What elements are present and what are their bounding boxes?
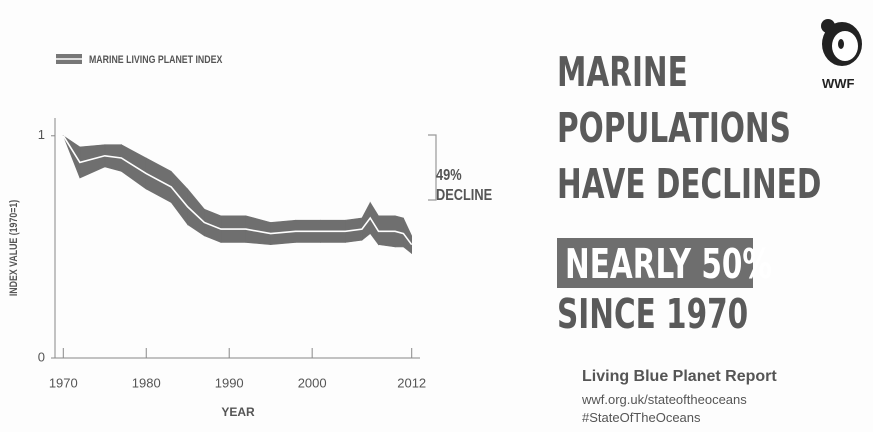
x-tick-label: 2012	[397, 375, 426, 390]
hashtag: #StateOfTheOceans	[582, 410, 701, 425]
report-title: Living Blue Planet Report	[582, 368, 777, 385]
y-axis-title: INDEX VALUE (1970=1)	[8, 200, 20, 296]
annotation-bracket	[428, 134, 437, 201]
annotation: 49%	[436, 167, 462, 185]
panda-icon	[821, 19, 862, 66]
x-tick-label: 1970	[49, 375, 78, 390]
headline: POPULATIONS	[557, 104, 791, 152]
index-line	[62, 135, 413, 246]
confidence-band	[403, 217, 413, 255]
x-axis-title: YEAR	[221, 405, 255, 419]
headline: HAVE DECLINED	[557, 160, 822, 208]
logo-text: WWF	[822, 76, 855, 91]
headline: MARINE	[557, 48, 688, 96]
confidence-band	[361, 202, 371, 241]
confidence-band	[121, 144, 147, 190]
headline: SINCE 1970	[557, 290, 749, 338]
confidence-band	[62, 134, 81, 179]
x-tick-label: 1980	[132, 375, 161, 390]
x-tick-label: 2000	[298, 375, 327, 390]
y-tick-label: 1	[38, 127, 45, 142]
wwf-logo: WWF	[812, 8, 868, 98]
x-tick-label: 1990	[215, 375, 244, 390]
legend-label: MARINE LIVING PLANET INDEX	[89, 54, 223, 66]
chart: MARINE LIVING PLANET INDEX INDEX VALUE (…	[8, 54, 492, 419]
confidence-band	[187, 188, 205, 237]
y-tick-label: 0	[38, 349, 45, 364]
highlight-box	[557, 238, 753, 288]
annotation: DECLINE	[436, 187, 492, 205]
highlight: NEARLY 50%	[565, 240, 772, 288]
url: wwf.org.uk/stateoftheoceans	[582, 392, 747, 407]
